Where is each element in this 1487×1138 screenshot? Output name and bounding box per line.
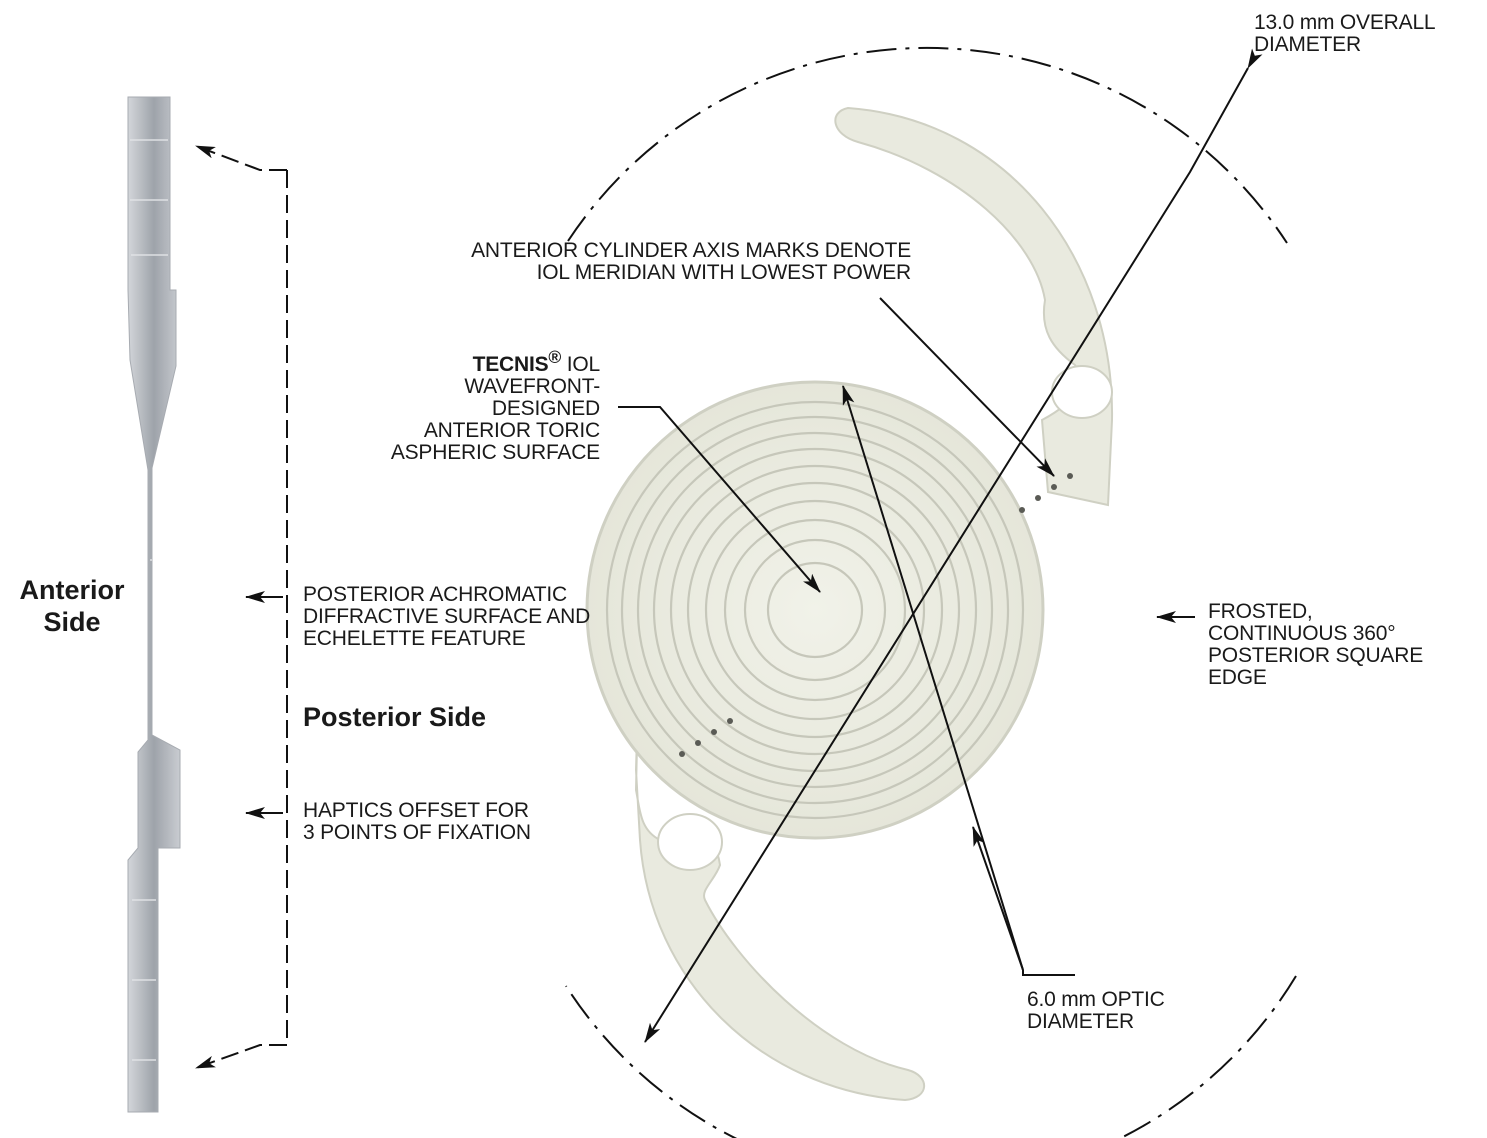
top-haptic-opening [1052, 366, 1112, 418]
anterior-surface-label: TECNIS® IOL WAVEFRONT- DESIGNED ANTERIOR… [391, 346, 600, 464]
square-edge-line-2: CONTINUOUS 360° [1208, 623, 1423, 645]
anterior-surface-line-1: TECNIS® IOL [391, 346, 600, 376]
overall-diameter-line-2: DIAMETER [1254, 34, 1435, 56]
axis-mark-dot-icon [1035, 495, 1041, 501]
anterior-surface-line-5: ASPHERIC SURFACE [391, 442, 600, 464]
overall-diameter-label: 13.0 mm OVERALL DIAMETER [1254, 12, 1435, 56]
cylinder-axis-line-2: IOL MERIDIAN WITH LOWEST POWER [471, 262, 911, 284]
haptics-offset-line-1: HAPTICS OFFSET FOR [303, 800, 531, 822]
axis-mark-dot-icon [679, 751, 685, 757]
optic-diameter-label: 6.0 mm OPTIC DIAMETER [1027, 989, 1165, 1033]
optic-diameter-leader [1023, 970, 1075, 975]
axis-mark-dot-icon [727, 718, 733, 724]
posterior-surface-line-3: ECHELETTE FEATURE [303, 628, 590, 650]
registered-mark: ® [548, 347, 561, 367]
overall-diameter-line-1: 13.0 mm OVERALL [1254, 12, 1435, 34]
anterior-surface-line-3: DESIGNED [391, 398, 600, 420]
square-edge-line-1: FROSTED, [1208, 601, 1423, 623]
haptics-offset-line-2: 3 POINTS OF FIXATION [303, 822, 531, 844]
anterior-side-line-2: Side [8, 606, 136, 638]
axis-mark-dot-icon [695, 740, 701, 746]
anterior-surface-line-2: WAVEFRONT- [391, 376, 600, 398]
posterior-surface-line-1: POSTERIOR ACHROMATIC [303, 584, 590, 606]
axis-mark-dot-icon [1067, 473, 1073, 479]
tecnis-brand: TECNIS [473, 353, 549, 376]
cylinder-axis-line-1: ANTERIOR CYLINDER AXIS MARKS DENOTE [471, 240, 911, 262]
anterior-surface-line-4: ANTERIOR TORIC [391, 420, 600, 442]
square-edge-line-3: POSTERIOR SQUARE [1208, 645, 1423, 667]
anterior-side-label: Anterior Side [8, 574, 136, 638]
square-edge-label: FROSTED, CONTINUOUS 360° POSTERIOR SQUAR… [1208, 601, 1423, 689]
posterior-side-label: Posterior Side [303, 701, 486, 733]
haptics-offset-label: HAPTICS OFFSET FOR 3 POINTS OF FIXATION [303, 800, 531, 844]
bracket-arrow-bottom [196, 1045, 287, 1068]
posterior-side-text: Posterior Side [303, 701, 486, 733]
anterior-side-line-1: Anterior [8, 574, 136, 606]
square-edge-line-4: EDGE [1208, 667, 1423, 689]
optic-diameter-line-tip [973, 827, 1023, 970]
posterior-surface-line-2: DIFFRACTIVE SURFACE AND [303, 606, 590, 628]
axis-mark-dot-icon [711, 729, 717, 735]
cylinder-axis-label: ANTERIOR CYLINDER AXIS MARKS DENOTE IOL … [471, 240, 911, 284]
bottom-haptic-opening [658, 814, 722, 870]
axis-mark-dot-icon [1051, 484, 1057, 490]
bracket-arrow-top [196, 146, 287, 170]
axis-mark-dot-icon [1019, 507, 1025, 513]
optic-diameter-line-2: DIAMETER [1027, 1011, 1165, 1033]
optic-diameter-line-1: 6.0 mm OPTIC [1027, 989, 1165, 1011]
anterior-surface-iol: IOL [561, 353, 600, 376]
posterior-surface-label: POSTERIOR ACHROMATIC DIFFRACTIVE SURFACE… [303, 584, 590, 650]
